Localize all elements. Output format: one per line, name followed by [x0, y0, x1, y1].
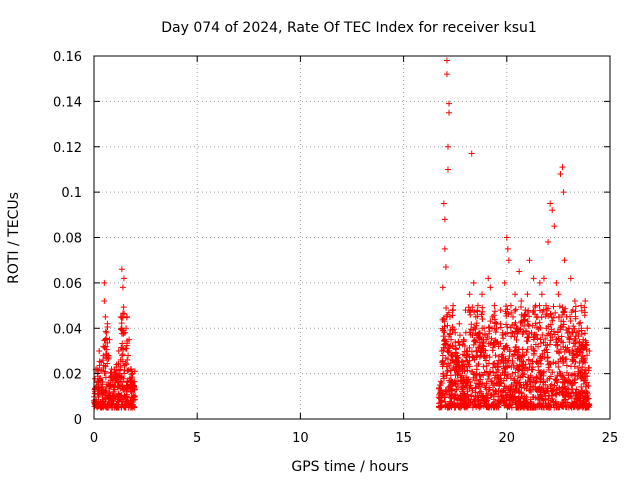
data-point [561, 257, 568, 264]
chart-title: Day 074 of 2024, Rate Of TEC Index for r… [161, 20, 537, 36]
data-point [518, 298, 525, 305]
x-tick-label: 5 [193, 431, 201, 446]
data-point [487, 284, 494, 291]
data-point [452, 329, 459, 336]
data-point [101, 279, 108, 286]
y-tick-label: 0.04 [53, 322, 82, 337]
x-axis-label: GPS time / hours [291, 459, 408, 475]
data-point [503, 234, 510, 241]
data-point [582, 298, 589, 305]
data-point [96, 347, 103, 354]
data-point [549, 207, 556, 214]
data-point [584, 325, 591, 332]
x-tick-label: 15 [395, 431, 412, 446]
data-point-cluster [91, 304, 139, 411]
data-point [491, 302, 498, 309]
data-point [119, 284, 126, 291]
data-point [553, 279, 560, 286]
data-point [557, 170, 564, 177]
data-point [456, 320, 463, 327]
data-point [448, 336, 455, 343]
data-point [446, 100, 453, 107]
data-point [504, 245, 511, 252]
data-point [442, 263, 449, 270]
data-point [538, 291, 545, 298]
data-point [102, 313, 109, 320]
y-tick-label: 0.1 [61, 186, 82, 201]
data-point [545, 239, 552, 246]
data-point [103, 329, 110, 336]
data-point [512, 291, 519, 298]
data-point [440, 200, 447, 207]
data-point [444, 143, 451, 150]
data-point [485, 275, 492, 282]
data-point [125, 352, 132, 359]
y-axis: 0 0.02 0.04 0.06 0.08 0.1 0.12 0.14 0.16 [53, 50, 610, 428]
y-axis-label: ROTI / TECUs [6, 192, 22, 284]
data-point [120, 275, 127, 282]
data-point [441, 245, 448, 252]
x-tick-label: 20 [499, 431, 516, 446]
data-point [516, 268, 523, 275]
y-tick-label: 0 [74, 413, 82, 428]
data-point [446, 109, 453, 116]
data-point [468, 150, 475, 157]
x-tick-label: 10 [292, 431, 309, 446]
y-tick-label: 0.08 [53, 232, 82, 247]
data-point [466, 291, 473, 298]
data-point [479, 291, 486, 298]
data-point [578, 302, 585, 309]
y-tick-label: 0.02 [53, 368, 82, 383]
data-point [567, 275, 574, 282]
data-point-cluster [435, 302, 593, 411]
data-point [115, 347, 122, 354]
data-point [547, 200, 554, 207]
y-tick-label: 0.06 [53, 277, 82, 292]
data-point [501, 279, 508, 286]
data-point [530, 275, 537, 282]
data-point [509, 313, 516, 320]
y-tick-label: 0.14 [53, 95, 82, 110]
data-point [524, 291, 531, 298]
y-tick-label: 0.12 [53, 141, 82, 156]
data-point [576, 320, 583, 327]
data-point [470, 279, 477, 286]
data-point [505, 257, 512, 264]
data-point [560, 189, 567, 196]
data-point [101, 298, 108, 305]
data-point [536, 279, 543, 286]
data-point [118, 266, 125, 273]
data-point [559, 164, 566, 171]
data-point [443, 71, 450, 78]
data-point [497, 307, 504, 314]
data-point [444, 166, 451, 173]
data-point [441, 216, 448, 223]
data-point [443, 57, 450, 64]
data-points [91, 57, 593, 411]
data-point [439, 284, 446, 291]
x-axis: 0 5 10 15 20 25 [90, 56, 618, 446]
data-point [507, 302, 514, 309]
x-tick-label: 0 [90, 431, 98, 446]
y-tick-label: 0.16 [53, 50, 82, 65]
data-point [540, 275, 547, 282]
gridlines [94, 56, 610, 419]
data-point [571, 298, 578, 305]
x-tick-label: 25 [602, 431, 619, 446]
data-point [551, 223, 558, 230]
data-point [526, 257, 533, 264]
data-point [555, 291, 562, 298]
